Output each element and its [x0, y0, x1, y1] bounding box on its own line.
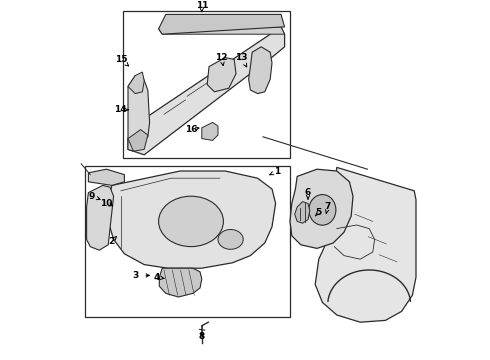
Text: 8: 8: [198, 332, 205, 341]
Text: 4: 4: [153, 273, 160, 282]
Text: 15: 15: [115, 55, 127, 64]
Text: 10: 10: [100, 199, 113, 208]
Text: 11: 11: [196, 1, 208, 10]
Polygon shape: [108, 171, 275, 268]
Polygon shape: [248, 47, 272, 94]
Bar: [85, 166, 290, 317]
Polygon shape: [88, 169, 124, 185]
Text: 6: 6: [305, 188, 311, 197]
Text: 3: 3: [132, 271, 138, 280]
Text: 13: 13: [235, 53, 247, 62]
Text: 14: 14: [115, 105, 127, 114]
Polygon shape: [128, 27, 285, 155]
Text: 1: 1: [274, 166, 280, 175]
Polygon shape: [159, 14, 285, 34]
Polygon shape: [207, 58, 236, 92]
Ellipse shape: [309, 194, 336, 225]
Polygon shape: [315, 167, 416, 322]
Ellipse shape: [159, 196, 223, 247]
Bar: [122, 11, 290, 158]
Polygon shape: [290, 169, 353, 248]
Text: 12: 12: [215, 53, 228, 62]
Polygon shape: [128, 130, 148, 151]
Text: 2: 2: [109, 237, 115, 246]
Ellipse shape: [218, 230, 243, 249]
Text: 16: 16: [185, 125, 197, 134]
Polygon shape: [202, 122, 218, 140]
Text: 9: 9: [89, 192, 95, 201]
Polygon shape: [128, 72, 144, 94]
Text: 5: 5: [316, 208, 322, 217]
Polygon shape: [87, 185, 114, 250]
Polygon shape: [159, 268, 202, 297]
Polygon shape: [294, 202, 310, 223]
Polygon shape: [128, 76, 149, 151]
Polygon shape: [159, 27, 285, 34]
Text: 7: 7: [324, 202, 331, 211]
